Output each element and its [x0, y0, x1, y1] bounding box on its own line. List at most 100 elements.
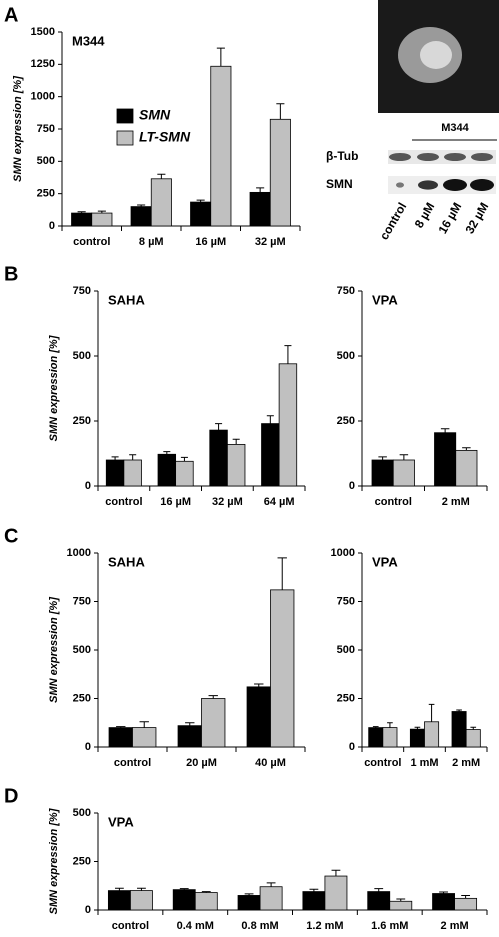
error-bar: [277, 557, 287, 590]
legend-swatch: [116, 130, 134, 146]
bar: [177, 725, 202, 748]
error-bar: [196, 199, 205, 203]
bar: [432, 893, 455, 911]
y-tick-label: 0: [85, 480, 91, 492]
y-tick-label: 1000: [67, 547, 91, 559]
error-bar: [462, 447, 471, 451]
y-axis-label: SMN expression [%]: [48, 808, 60, 914]
bar: [130, 890, 153, 911]
x-tick-label: 16 µM: [195, 236, 226, 248]
bar: [108, 727, 133, 748]
x-tick-label: 8 µM: [139, 236, 164, 248]
blot-strip: [388, 176, 496, 194]
bar: [382, 727, 398, 748]
blot-row-label: β-Tub: [326, 149, 358, 163]
error-bar: [284, 345, 292, 364]
bar: [157, 453, 177, 487]
error-bar: [215, 423, 223, 431]
bar: [71, 212, 93, 227]
y-tick-label: 750: [37, 123, 55, 135]
bar: [259, 886, 283, 911]
y-tick-label: 250: [73, 692, 91, 704]
chart-title: M344: [72, 33, 105, 48]
x-tick-label: 40 µM: [255, 757, 286, 769]
error-bar: [139, 721, 149, 728]
y-tick-label: 500: [337, 644, 355, 656]
legend-label: SMN: [139, 107, 171, 123]
error-bar: [157, 173, 166, 179]
y-axis-label: SMN expression [%]: [12, 76, 24, 182]
x-tick-label: 1 mM: [410, 757, 438, 769]
bar: [465, 729, 481, 748]
y-tick-label: 750: [337, 595, 355, 607]
chart-title: VPA: [108, 814, 134, 829]
error-bar: [111, 456, 119, 460]
error-bar: [116, 726, 126, 728]
blot-band: [396, 182, 404, 188]
blot-lane-label: 16 µM: [435, 200, 464, 236]
bar: [107, 890, 131, 911]
y-axis-label: SMN expression [%]: [48, 335, 60, 441]
error-bar: [163, 451, 171, 455]
x-tick-label: 1.6 mM: [371, 920, 408, 932]
y-tick-label: 0: [85, 904, 91, 916]
bar: [451, 711, 467, 748]
error-bar: [266, 882, 276, 887]
bar: [324, 875, 348, 911]
x-tick-label: 16 µM: [160, 496, 191, 508]
y-tick-label: 500: [73, 644, 91, 656]
x-tick-label: 0.4 mM: [177, 920, 214, 932]
bar: [424, 721, 440, 748]
error-bar: [266, 415, 274, 424]
error-bar: [378, 456, 387, 460]
photo-specimen: [420, 41, 452, 69]
error-bar: [399, 454, 409, 460]
error-bar: [414, 726, 421, 730]
y-tick-label: 1500: [31, 26, 55, 38]
bar: [434, 432, 457, 487]
error-bar: [216, 47, 225, 67]
error-bar: [309, 888, 319, 892]
error-bar: [137, 887, 146, 891]
x-tick-label: 20 µM: [186, 757, 217, 769]
bar: [91, 212, 113, 227]
bar: [371, 459, 394, 487]
bar: [209, 429, 228, 487]
x-tick-label: control: [105, 496, 142, 508]
error-bar: [201, 891, 211, 893]
x-tick-label: 32 µM: [255, 236, 286, 248]
bar: [172, 889, 196, 911]
error-bar: [331, 869, 341, 877]
chart-title: VPA: [372, 554, 398, 569]
y-tick-label: 250: [337, 415, 355, 427]
panel-label: B: [4, 263, 18, 285]
x-tick-label: control: [375, 496, 412, 508]
y-tick-label: 750: [73, 285, 91, 297]
bar: [367, 891, 391, 911]
bar: [455, 449, 478, 487]
x-tick-label: control: [112, 920, 149, 932]
error-bar: [461, 894, 471, 899]
error-bar: [232, 438, 240, 445]
bar: [249, 191, 271, 227]
error-bar: [276, 103, 285, 120]
blot-band: [444, 153, 466, 161]
error-bar: [470, 726, 477, 730]
y-tick-label: 250: [73, 855, 91, 867]
y-tick-label: 0: [85, 741, 91, 753]
error-bar: [179, 888, 189, 890]
x-tick-label: 2 mM: [452, 757, 480, 769]
bar: [123, 459, 142, 487]
blot-band: [471, 153, 493, 161]
bar: [132, 727, 157, 748]
y-tick-label: 1250: [31, 58, 55, 70]
blot-band: [443, 179, 467, 191]
bar: [261, 423, 280, 487]
bar: [175, 460, 194, 487]
y-tick-label: 250: [337, 692, 355, 704]
bar: [368, 727, 384, 748]
x-tick-label: control: [73, 236, 110, 248]
blot-lane-label: control: [377, 200, 409, 242]
y-tick-label: 0: [349, 480, 355, 492]
y-tick-label: 750: [337, 285, 355, 297]
